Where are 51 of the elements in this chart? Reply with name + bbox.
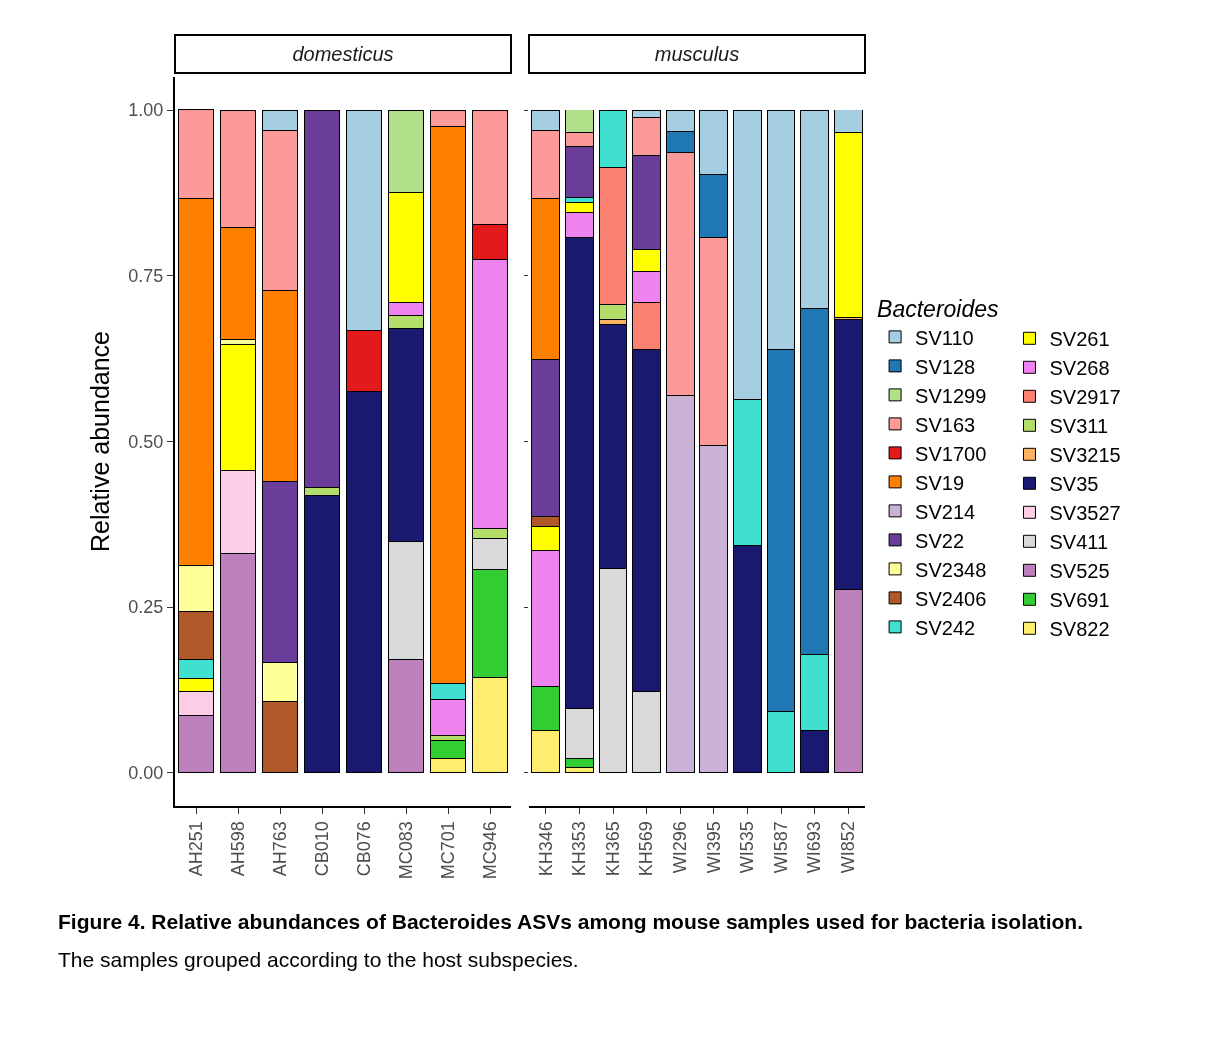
legend-label: SV2917 bbox=[1049, 386, 1121, 409]
legend-label: SV35 bbox=[1049, 473, 1099, 496]
chart-title: musculus bbox=[654, 43, 740, 65]
x-tick-label: AH598 bbox=[227, 821, 248, 877]
legend-label: SV214 bbox=[915, 500, 976, 523]
legend-label: SV22 bbox=[915, 529, 965, 552]
y-tick-label: 0.00 bbox=[128, 763, 164, 784]
text: The samples grouped according to the host subspecies. bbox=[58, 948, 580, 972]
x-tick-label: KH365 bbox=[602, 821, 623, 877]
x-tick-label: WI587 bbox=[770, 821, 791, 874]
legend-label: SV1299 bbox=[915, 384, 987, 407]
legend-label: SV128 bbox=[915, 355, 976, 378]
chart-title: domesticus bbox=[292, 43, 394, 65]
y-tick-label: 0.25 bbox=[128, 597, 164, 618]
legend-label: SV3215 bbox=[1049, 444, 1121, 467]
legend-label: SV525 bbox=[1049, 560, 1110, 583]
legend-label: SV163 bbox=[915, 413, 976, 436]
y-tick-label: 1.00 bbox=[128, 100, 164, 121]
legend-title: Bacteroides bbox=[877, 296, 1000, 323]
legend-label: SV268 bbox=[1049, 357, 1110, 380]
x-tick-label: WI535 bbox=[737, 821, 758, 874]
x-tick-label: AH251 bbox=[185, 821, 206, 877]
x-tick-label: CB076 bbox=[353, 821, 374, 877]
legend-label: SV822 bbox=[1049, 618, 1110, 641]
x-tick-label: WI852 bbox=[838, 821, 859, 874]
legend-label: SV1700 bbox=[915, 442, 987, 465]
x-tick-label: AH763 bbox=[269, 821, 290, 877]
legend-label: SV311 bbox=[1049, 415, 1109, 438]
x-tick-label: WI296 bbox=[670, 821, 691, 874]
legend-label: SV2348 bbox=[915, 558, 987, 581]
x-tick-label: KH346 bbox=[535, 821, 556, 877]
caption: Figure 4. Relative abundances of Bacteroides ASVs among mouse samples used for bacteria isolation. bbox=[58, 910, 1085, 934]
x-tick-label: MC946 bbox=[479, 821, 500, 880]
legend-label: SV110 bbox=[915, 326, 974, 349]
x-tick-label: MC701 bbox=[437, 821, 458, 880]
x-tick-label: MC083 bbox=[395, 821, 416, 880]
legend-label: SV411 bbox=[1049, 531, 1109, 554]
legend-label: SV242 bbox=[915, 616, 976, 639]
x-tick-label: CB010 bbox=[311, 821, 332, 877]
x-tick-label: KH569 bbox=[636, 821, 657, 877]
x-tick-label: KH353 bbox=[569, 821, 590, 877]
y-tick-label: 0.50 bbox=[128, 431, 164, 452]
legend-label: SV691 bbox=[1049, 589, 1110, 612]
y-tick-label: 0.75 bbox=[128, 266, 164, 287]
y-axis-title: Relative abundance bbox=[85, 331, 114, 552]
legend-label: SV19 bbox=[915, 471, 965, 494]
x-tick-label: WI693 bbox=[804, 821, 825, 874]
legend-label: SV3527 bbox=[1049, 502, 1121, 525]
legend-label: SV261 bbox=[1049, 328, 1110, 351]
x-tick-label: WI395 bbox=[703, 821, 724, 874]
legend-label: SV2406 bbox=[915, 587, 987, 610]
